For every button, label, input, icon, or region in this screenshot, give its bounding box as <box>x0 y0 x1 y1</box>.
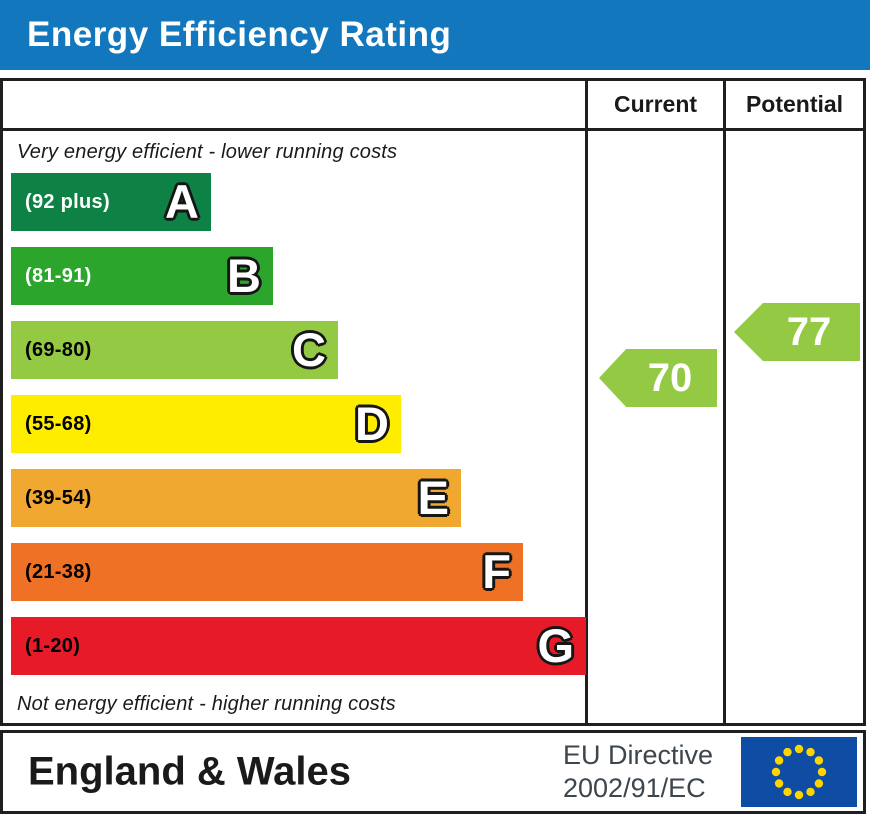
potential-rating-value: 77 <box>786 309 832 354</box>
eu-directive-text: EU Directive 2002/91/EC <box>563 739 713 805</box>
band-b: (81-91) B <box>11 247 273 305</box>
title-bar: Energy Efficiency Rating <box>0 0 870 70</box>
band-e-letter: E <box>417 471 449 524</box>
band-g: (1-20) G <box>11 617 586 675</box>
rating-bands-area: Very energy efficient - lower running co… <box>3 131 588 723</box>
eu-flag-stars <box>771 744 827 800</box>
energy-rating-table: Current Potential Very energy efficient … <box>0 78 866 726</box>
potential-rating-column: 77 <box>726 131 863 723</box>
potential-column-header: Potential <box>745 91 844 117</box>
page-title: Energy Efficiency Rating <box>27 15 452 54</box>
top-caption: Very energy efficient - lower running co… <box>17 141 398 163</box>
band-c-letter: C <box>292 323 326 376</box>
band-d-range: (55-68) <box>25 412 92 435</box>
band-a-range: (92 plus) <box>25 190 110 213</box>
band-b-range: (81-91) <box>25 264 92 287</box>
eu-directive-line2: 2002/91/EC <box>563 773 706 803</box>
band-a-letter: A <box>165 175 199 228</box>
eu-flag-icon <box>741 737 857 807</box>
band-c: (69-80) C <box>11 321 338 379</box>
band-c-range: (69-80) <box>25 338 92 361</box>
bottom-caption: Not energy efficient - higher running co… <box>17 693 396 715</box>
current-rating-arrow: 70 <box>599 349 717 407</box>
current-rating-value: 70 <box>647 355 693 400</box>
footer: England & Wales EU Directive 2002/91/EC <box>0 730 866 814</box>
band-f-range: (21-38) <box>25 560 92 583</box>
band-g-range: (1-20) <box>25 634 81 657</box>
current-column-header: Current <box>613 91 698 117</box>
band-a: (92 plus) A <box>11 173 211 231</box>
band-d-letter: D <box>355 397 389 450</box>
header-cell-potential: Potential <box>726 81 863 131</box>
band-f-letter: F <box>482 545 511 598</box>
band-b-letter: B <box>227 249 261 302</box>
eu-directive-line1: EU Directive <box>563 740 714 770</box>
band-g-letter: G <box>537 619 574 672</box>
current-rating-column: 70 <box>588 131 726 723</box>
band-e-range: (39-54) <box>25 486 92 509</box>
header-cell-empty <box>3 81 588 131</box>
potential-rating-arrow: 77 <box>734 303 860 361</box>
region-label: England & Wales <box>28 749 352 794</box>
band-d: (55-68) D <box>11 395 401 453</box>
band-f: (21-38) F <box>11 543 523 601</box>
band-e: (39-54) E <box>11 469 461 527</box>
header-cell-current: Current <box>588 81 726 131</box>
